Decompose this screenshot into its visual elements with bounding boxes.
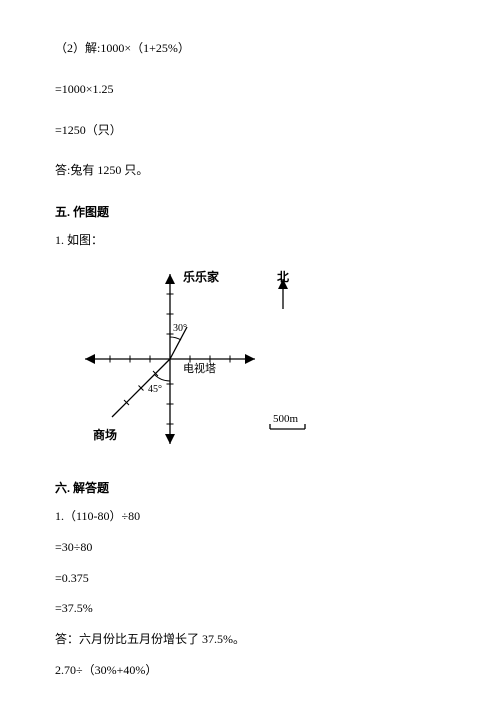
- p2-answer: 答:兔有 1250 只。: [55, 162, 445, 179]
- svg-text:北: 北: [277, 269, 289, 284]
- p2-step3: =1250（只）: [55, 122, 445, 139]
- s6-q1-step2: =30÷80: [55, 539, 445, 556]
- section6-title: 六. 解答题: [55, 479, 445, 496]
- section5-title: 五. 作图题: [55, 203, 445, 220]
- p2-step1: （2）解:1000×（1+25%）: [55, 40, 445, 57]
- section5-q1: 1. 如图：: [55, 232, 445, 249]
- svg-text:30°: 30°: [173, 323, 187, 334]
- svg-text:45°: 45°: [148, 384, 162, 395]
- svg-text:电视塔: 电视塔: [183, 361, 216, 375]
- s6-q2: 2.70÷（30%+40%）: [55, 662, 445, 679]
- s6-q1-step1: 1.（110-80）÷80: [55, 508, 445, 525]
- s6-q1-answer: 答：六月份比五月份增长了 37.5%。: [55, 631, 445, 648]
- s6-q1-step4: =37.5%: [55, 600, 445, 617]
- svg-text:500m: 500m: [273, 413, 299, 425]
- s6-q1-step3: =0.375: [55, 570, 445, 587]
- svg-text:乐乐家: 乐乐家: [183, 269, 220, 284]
- svg-text:商场: 商场: [93, 427, 117, 442]
- coordinate-diagram: 乐乐家 北 30° 电视塔 45° 商场 500m: [55, 259, 445, 459]
- p2-step2: =1000×1.25: [55, 81, 445, 98]
